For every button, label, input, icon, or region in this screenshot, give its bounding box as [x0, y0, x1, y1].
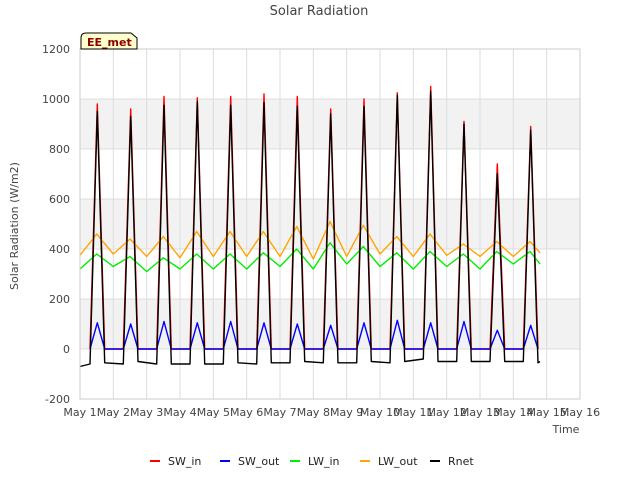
series-layer: [79, 85, 541, 368]
legend-label: SW_out: [238, 455, 280, 468]
chart-title: Solar Radiation: [270, 4, 369, 19]
y-tick-label: 0: [63, 343, 70, 356]
x-tick-label: May 3: [130, 406, 163, 419]
y-axis-title: Solar Radiation (W/m2): [8, 162, 21, 290]
y-tick-label: 800: [49, 143, 70, 156]
y-tick-label: 400: [49, 243, 70, 256]
x-tick-label: May 7: [263, 406, 296, 419]
legend-label: LW_in: [308, 455, 340, 468]
plot-border: [79, 48, 581, 400]
x-axis-title: Time: [552, 423, 580, 436]
x-axis-ticks: May 1 May 2 May 3 May 4 May 5 May 6 May 7 May 8…: [63, 406, 600, 419]
x-tick-label: May 2: [97, 406, 130, 419]
x-tick-label: May 14: [493, 406, 533, 419]
x-tick-label: May 1: [63, 406, 96, 419]
x-tick-label: May 6: [230, 406, 263, 419]
station-badge-box: [80, 32, 138, 50]
legend-label: SW_in: [168, 455, 201, 468]
y-tick-label: 200: [49, 293, 70, 306]
grid-band: [80, 199, 580, 249]
x-tick-label: May 12: [427, 406, 467, 419]
y-tick-label: 1200: [42, 43, 70, 56]
legend-label: Rnet: [448, 455, 474, 468]
plot-area: [79, 48, 581, 400]
station-badge-label: EE_met: [87, 36, 132, 49]
station-badge: EE_met: [80, 32, 138, 50]
x-tick-label: May 9: [330, 406, 363, 419]
series-line-lw-out: [79, 220, 541, 260]
series-line-sw-out: [89, 319, 539, 350]
y-tick-label: -200: [45, 393, 70, 406]
y-tick-label: 600: [49, 193, 70, 206]
y-tick-label: 1000: [42, 93, 70, 106]
x-tick-label: May 11: [393, 406, 433, 419]
x-tick-label: May 13: [460, 406, 500, 419]
series-line-lw-in: [79, 242, 541, 273]
x-tick-label: May 8: [297, 406, 330, 419]
series-line-rnet: [79, 90, 541, 368]
x-tick-label: May 5: [197, 406, 230, 419]
x-tick-label: May 10: [360, 406, 400, 419]
legend: SW_in SW_out LW_in LW_out Rnet: [150, 455, 474, 468]
x-tick-label: May 15: [527, 406, 567, 419]
x-tick-label: May 16: [560, 406, 600, 419]
x-tick-label: May 4: [163, 406, 196, 419]
legend-label: LW_out: [378, 455, 418, 468]
y-axis-ticks: -200 0 200 400 600 800 1000 1200: [42, 43, 70, 406]
